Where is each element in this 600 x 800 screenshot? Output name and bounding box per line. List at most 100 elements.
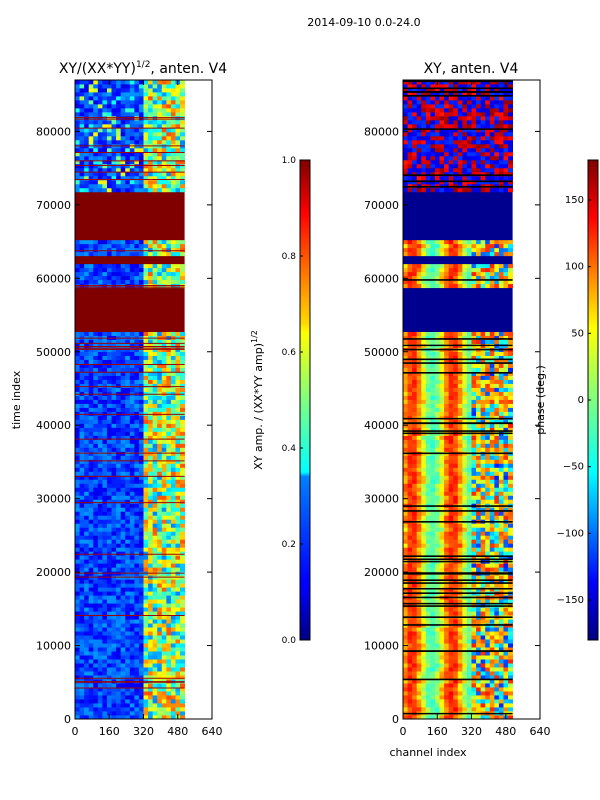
heatmap-cell bbox=[116, 591, 122, 596]
heatmap-cell bbox=[143, 343, 149, 348]
heatmap-cell bbox=[88, 343, 94, 348]
heatmap-cell bbox=[462, 463, 468, 468]
heatmap-cell bbox=[143, 363, 149, 368]
heatmap-cell bbox=[116, 611, 122, 616]
heatmap-cell bbox=[116, 623, 122, 628]
heatmap-cell bbox=[152, 503, 158, 508]
heatmap-cell bbox=[116, 535, 122, 540]
heatmap-cell bbox=[93, 619, 99, 624]
heatmap-cell bbox=[175, 607, 181, 612]
heatmap-cell bbox=[439, 691, 445, 696]
heatmap-cell bbox=[148, 491, 154, 496]
heatmap-cell bbox=[120, 155, 126, 161]
heatmap-cell bbox=[125, 407, 131, 412]
heatmap-cell bbox=[421, 507, 427, 512]
heatmap-cell bbox=[125, 595, 131, 600]
heatmap-cell bbox=[111, 431, 117, 436]
heatmap-cell bbox=[138, 499, 144, 504]
heatmap-cell bbox=[462, 459, 468, 464]
heatmap-cell bbox=[434, 643, 440, 648]
heatmap-cell bbox=[152, 543, 158, 548]
heatmap-cell bbox=[476, 455, 482, 460]
heatmap-cell bbox=[152, 611, 158, 616]
heatmap-cell bbox=[180, 587, 185, 592]
heatmap-cell bbox=[134, 651, 140, 656]
heatmap-cell bbox=[102, 503, 108, 508]
heatmap-cell bbox=[434, 499, 440, 504]
heatmap-cell bbox=[97, 407, 103, 412]
heatmap-cell bbox=[84, 703, 90, 708]
heatmap-cell bbox=[75, 563, 80, 568]
heatmap-cell bbox=[75, 91, 80, 97]
heatmap-cell bbox=[138, 595, 144, 600]
heatmap-cell bbox=[161, 411, 167, 416]
heatmap-cell bbox=[111, 171, 117, 177]
heatmap-cell bbox=[88, 551, 94, 556]
heatmap-cell bbox=[88, 515, 94, 520]
heatmap-cell bbox=[175, 659, 181, 664]
heatmap-cell bbox=[489, 471, 495, 476]
heatmap-cell bbox=[439, 687, 445, 692]
heatmap-cell bbox=[462, 495, 468, 500]
heatmap-cell bbox=[489, 543, 495, 548]
heatmap-cell bbox=[125, 103, 131, 109]
heatmap-cell bbox=[462, 691, 468, 696]
heatmap-cell bbox=[84, 635, 90, 640]
heatmap-cell bbox=[161, 591, 167, 596]
heatmap-cell bbox=[106, 539, 112, 544]
heatmap-cell bbox=[498, 679, 504, 684]
heatmap-cell bbox=[102, 183, 108, 189]
heatmap-cell bbox=[503, 599, 509, 604]
heatmap-cell bbox=[143, 387, 149, 392]
heatmap-cell bbox=[93, 647, 99, 652]
heatmap-cell bbox=[102, 627, 108, 632]
heatmap-cell bbox=[102, 339, 108, 344]
heatmap-cell bbox=[157, 127, 163, 133]
heatmap-cell bbox=[106, 387, 112, 392]
heatmap-cell bbox=[407, 495, 413, 500]
heatmap-cell bbox=[111, 591, 117, 596]
heatmap-cell bbox=[403, 539, 408, 544]
heatmap-cell bbox=[152, 463, 158, 468]
heatmap-cell bbox=[116, 415, 122, 420]
heatmap-cell bbox=[75, 151, 80, 157]
heatmap-cell bbox=[97, 635, 103, 640]
heatmap-cell bbox=[152, 175, 158, 181]
heatmap-cell bbox=[125, 547, 131, 552]
heatmap-cell bbox=[476, 507, 482, 512]
heatmap-cell bbox=[129, 419, 135, 424]
heatmap-cell bbox=[425, 523, 431, 528]
heatmap-cell bbox=[403, 691, 408, 696]
heatmap-cell bbox=[134, 91, 140, 97]
heatmap-cell bbox=[102, 431, 108, 436]
heatmap-cell bbox=[170, 83, 176, 89]
heatmap-cell bbox=[462, 647, 468, 652]
heatmap-cell bbox=[421, 495, 427, 500]
heatmap-cell bbox=[453, 531, 459, 536]
heatmap-cell bbox=[498, 575, 504, 580]
heatmap-cell bbox=[79, 263, 85, 269]
heatmap-cell bbox=[407, 511, 413, 516]
heatmap-cell bbox=[93, 80, 99, 85]
heatmap-cell bbox=[434, 523, 440, 528]
heatmap-cell bbox=[88, 403, 94, 408]
heatmap-cell bbox=[430, 459, 436, 464]
heatmap-cell bbox=[403, 675, 408, 680]
heatmap-cell bbox=[143, 623, 149, 628]
heatmap-cell bbox=[102, 507, 108, 512]
heatmap-cell bbox=[175, 423, 181, 428]
heatmap-cell bbox=[138, 399, 144, 404]
heatmap-cell bbox=[430, 535, 436, 540]
heatmap-cell bbox=[157, 167, 163, 173]
heatmap-cell bbox=[134, 475, 140, 480]
heatmap-cell bbox=[143, 567, 149, 572]
heatmap-cell bbox=[453, 667, 459, 672]
heatmap-cell bbox=[97, 707, 103, 712]
heatmap-cell bbox=[180, 583, 185, 588]
heatmap-cell bbox=[453, 551, 459, 556]
heatmap-cell bbox=[412, 543, 418, 548]
heatmap-cell bbox=[116, 531, 122, 536]
heatmap-cell bbox=[134, 251, 140, 257]
heatmap-cell bbox=[457, 679, 463, 684]
heatmap-cell bbox=[88, 91, 94, 97]
